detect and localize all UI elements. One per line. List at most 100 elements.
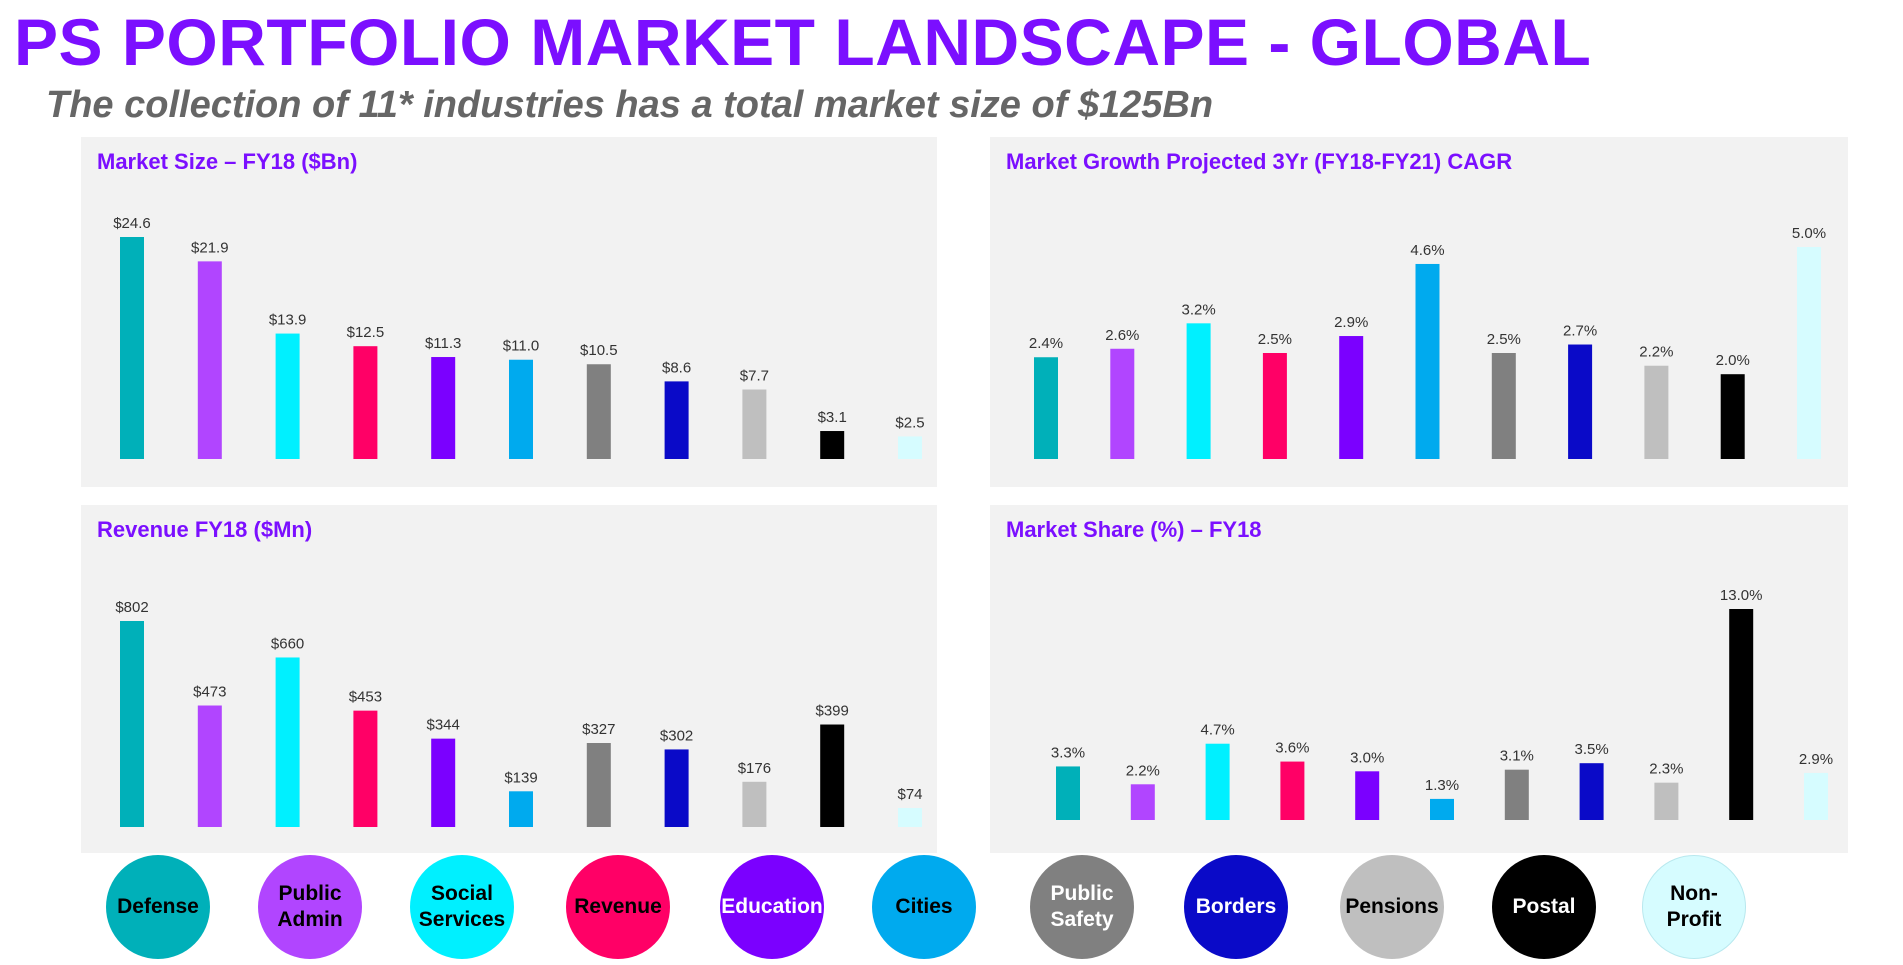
- legend-label: Pensions: [1345, 894, 1439, 918]
- data-label-cities: $139: [504, 769, 537, 786]
- data-label-postal: $399: [816, 703, 849, 720]
- data-label-defense: 2.4%: [1029, 335, 1063, 352]
- data-label-revenue: 3.6%: [1275, 740, 1309, 757]
- page-subtitle: The collection of 11* industries has a t…: [46, 84, 1214, 126]
- bar-defense: [1056, 766, 1080, 820]
- data-label-education: 2.9%: [1334, 314, 1368, 331]
- legend-label: Education: [721, 894, 823, 918]
- legend-label: Revenue: [574, 894, 662, 918]
- data-label-education: $344: [427, 717, 460, 734]
- legend-label: Defense: [117, 894, 199, 918]
- bar-borders: [1579, 763, 1604, 820]
- data-label-defense: $802: [115, 599, 148, 616]
- bar-education: [1355, 771, 1380, 820]
- data-label-revenue: 2.5%: [1258, 331, 1292, 348]
- legend-non-profit: Non- Profit: [1642, 855, 1746, 959]
- market-growth-title: Market Growth Projected 3Yr (FY18-FY21) …: [1006, 149, 1513, 174]
- data-label-revenue: $12.5: [347, 324, 385, 341]
- revenue-title: Revenue FY18 ($Mn): [97, 517, 313, 542]
- bar-defense: [120, 237, 144, 459]
- data-label-education: $11.3: [425, 335, 461, 352]
- bar-pensions: [742, 781, 767, 827]
- data-label-social-services: 3.2%: [1181, 301, 1215, 318]
- legend-label: Cities: [895, 894, 953, 918]
- bar-pensions: [742, 389, 767, 459]
- data-label-revenue: $453: [349, 689, 382, 706]
- legend-postal: Postal: [1492, 855, 1596, 959]
- bar-social-services: [1205, 743, 1230, 820]
- bar-borders: [664, 381, 689, 459]
- data-label-non-profit: $2.5: [895, 414, 924, 431]
- bar-borders: [664, 749, 689, 827]
- revenue-panel: Revenue FY18 ($Mn) $802 $473 $660 $453 $344 $…: [81, 505, 937, 853]
- data-label-social-services: $660: [271, 635, 304, 652]
- bar-cities: [509, 791, 533, 827]
- data-label-borders: 3.5%: [1574, 741, 1608, 758]
- data-label-postal: $3.1: [818, 409, 847, 426]
- market-growth-panel: Market Growth Projected 3Yr (FY18-FY21) …: [990, 137, 1848, 487]
- data-label-defense: $24.6: [113, 215, 151, 232]
- market-share-title: Market Share (%) – FY18: [1006, 517, 1262, 542]
- legend-defense: Defense: [106, 855, 210, 959]
- bar-postal: [820, 431, 845, 459]
- data-label-education: 3.0%: [1350, 749, 1384, 766]
- data-label-social-services: $13.9: [269, 312, 307, 329]
- bar-public-admin: [197, 705, 222, 827]
- legend-education: Education: [720, 855, 824, 959]
- bar-cities: [1415, 263, 1440, 459]
- data-label-public-safety: $10.5: [580, 342, 618, 359]
- data-label-defense: 3.3%: [1051, 744, 1085, 761]
- legend-pensions: Pensions: [1340, 855, 1444, 959]
- data-label-borders: $8.6: [662, 359, 691, 376]
- bar-defense: [1034, 357, 1058, 459]
- bar-revenue: [1262, 353, 1287, 459]
- data-label-public-safety: $327: [582, 721, 615, 738]
- bar-pensions: [1644, 365, 1669, 459]
- legend-label: Borders: [1195, 894, 1277, 918]
- data-label-postal: 13.0%: [1720, 587, 1763, 604]
- data-label-public-admin: 2.6%: [1105, 327, 1139, 344]
- legend-label: Postal: [1512, 894, 1576, 918]
- legend-borders: Borders: [1184, 855, 1288, 959]
- bar-cities: [509, 359, 533, 459]
- data-label-public-admin: 2.2%: [1126, 762, 1160, 779]
- data-label-public-safety: 3.1%: [1500, 748, 1534, 765]
- bar-postal: [820, 724, 845, 827]
- bar-postal: [1720, 374, 1745, 459]
- page-title: PS PORTFOLIO MARKET LANDSCAPE - GLOBAL: [14, 5, 1592, 79]
- data-label-public-admin: $473: [193, 684, 226, 701]
- bar-revenue: [353, 346, 378, 459]
- market-growth-chart: 2.4% 2.6% 3.2% 2.5% 2.9% 4.6% 2.5% 2.7% 2.2% 2.0%…: [1029, 225, 1826, 459]
- bar-non-profit: [898, 807, 922, 827]
- revenue-chart: $802 $473 $660 $453 $344 $139 $327 $302 $176 $399…: [115, 599, 923, 827]
- data-label-social-services: 4.7%: [1200, 722, 1234, 739]
- bar-revenue: [353, 710, 378, 827]
- bar-social-services: [275, 333, 300, 459]
- market-size-chart: $24.6 $21.9 $13.9 $12.5 $11.3 $11.0 $10.5 $8.6 $…: [113, 215, 925, 459]
- bar-public-admin: [1110, 348, 1135, 459]
- bar-education: [431, 738, 456, 827]
- data-label-pensions: $7.7: [740, 368, 769, 385]
- bar-pensions: [1654, 782, 1679, 820]
- legend-revenue: Revenue: [566, 855, 670, 959]
- bar-borders: [1568, 344, 1593, 459]
- bar-public-safety: [586, 364, 611, 459]
- market-size-panel: Market Size – FY18 ($Bn) $24.6 $21.9 $13.9…: [81, 137, 937, 487]
- data-label-cities: 4.6%: [1410, 242, 1444, 259]
- data-label-borders: 2.7%: [1563, 323, 1597, 340]
- market-size-title: Market Size – FY18 ($Bn): [97, 149, 358, 174]
- data-label-postal: 2.0%: [1716, 352, 1750, 369]
- legend-social-services: Social Services: [410, 855, 514, 959]
- bar-public-safety: [586, 743, 611, 827]
- data-label-non-profit: 5.0%: [1792, 225, 1826, 242]
- data-label-non-profit: 2.9%: [1799, 751, 1833, 768]
- bar-cities: [1430, 798, 1454, 820]
- data-label-pensions: 2.3%: [1649, 761, 1683, 778]
- market-share-panel: Market Share (%) – FY18 3.3% 2.2% 4.7% 3.6%…: [990, 505, 1848, 853]
- bar-defense: [120, 621, 144, 827]
- bar-non-profit: [1797, 247, 1821, 459]
- data-label-pensions: 2.2%: [1639, 344, 1673, 361]
- bar-non-profit: [898, 436, 922, 459]
- bar-education: [431, 357, 456, 459]
- legend-label: Public Admin: [277, 881, 343, 931]
